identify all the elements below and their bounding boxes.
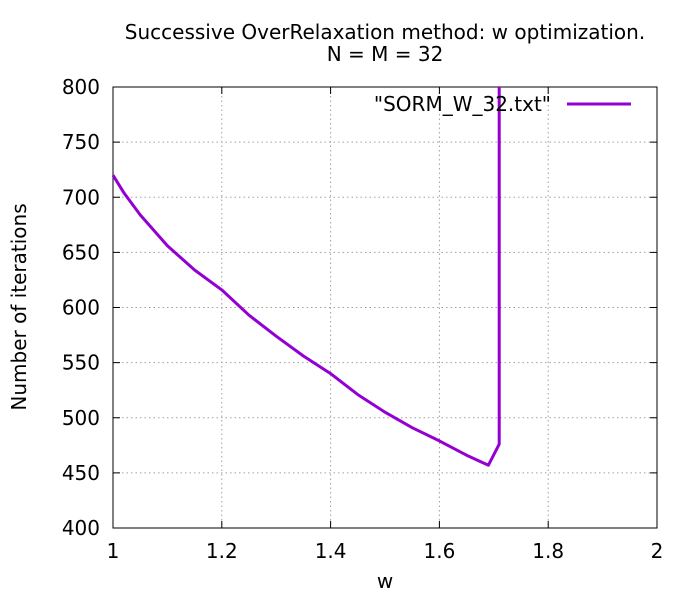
y-tick-label: 700: [62, 185, 100, 209]
y-tick-label: 750: [62, 130, 100, 154]
y-tick-label: 550: [62, 351, 100, 375]
x-tick-label: 1: [107, 539, 120, 563]
y-tick-label: 600: [62, 296, 100, 320]
axis-ticks: 1 1.2 1.4 1.6 1.8 2 400 450 500 550 600 650 700 750 80…: [62, 75, 664, 563]
series-layer: [111, 87, 501, 467]
legend: "SORM_W_32.txt": [374, 92, 631, 116]
series-line: [111, 87, 501, 467]
x-tick-label: 2: [651, 539, 664, 563]
y-tick-label: 800: [62, 75, 100, 99]
y-tick-label: 450: [62, 461, 100, 485]
chart-subtitle: N = M = 32: [327, 42, 444, 66]
y-tick-label: 400: [62, 516, 100, 540]
x-axis-label: w: [377, 569, 393, 593]
legend-label: "SORM_W_32.txt": [374, 92, 551, 116]
chart-title: Successive OverRelaxation method: w opti…: [125, 20, 645, 44]
x-tick-label: 1.6: [423, 539, 455, 563]
y-tick-label: 650: [62, 240, 100, 264]
y-axis-label: Number of iterations: [7, 203, 31, 410]
x-tick-label: 1.2: [206, 539, 238, 563]
x-tick-label: 1.8: [532, 539, 564, 563]
x-tick-label: 1.4: [315, 539, 347, 563]
y-tick-label: 500: [62, 406, 100, 430]
grid: [113, 87, 657, 528]
